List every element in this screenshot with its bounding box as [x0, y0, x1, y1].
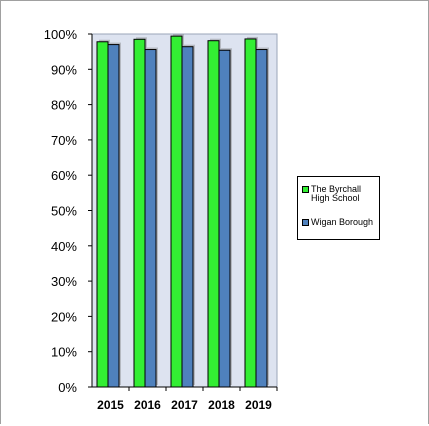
y-tick-label: 10%	[51, 345, 77, 360]
bar-school	[133, 38, 146, 388]
bar-school	[170, 35, 183, 388]
bar-borough	[107, 44, 120, 388]
chart-legend: The Byrchall High School Wigan Borough	[297, 176, 380, 240]
bar-school	[96, 41, 109, 388]
legend-label-school: The Byrchall High School	[311, 184, 362, 203]
legend-swatch-borough	[302, 219, 309, 226]
y-tick-label: 20%	[51, 309, 77, 324]
bar-borough	[218, 49, 231, 388]
bar-school	[244, 38, 257, 388]
y-tick-label: 60%	[51, 168, 77, 183]
x-tick-label: 2015	[97, 398, 124, 412]
y-tick-label: 90%	[51, 62, 77, 77]
x-tick-label: 2016	[134, 398, 161, 412]
x-tick-label: 2018	[208, 398, 235, 412]
bar-borough	[255, 49, 268, 388]
bar-borough	[181, 46, 194, 388]
y-tick-label: 40%	[51, 239, 77, 254]
x-tick-label: 2019	[245, 398, 272, 412]
y-tick-label: 70%	[51, 133, 77, 148]
y-tick-label: 50%	[51, 204, 77, 219]
bar-school	[207, 40, 220, 388]
bar-borough	[144, 49, 157, 388]
y-tick-label: 80%	[51, 98, 77, 113]
y-tick-label: 30%	[51, 274, 77, 289]
y-tick-label: 100%	[44, 27, 78, 42]
y-tick-label: 0%	[58, 380, 77, 395]
x-tick-label: 2017	[171, 398, 198, 412]
legend-label-borough: Wigan Borough	[311, 217, 374, 227]
legend-swatch-school	[302, 186, 309, 193]
